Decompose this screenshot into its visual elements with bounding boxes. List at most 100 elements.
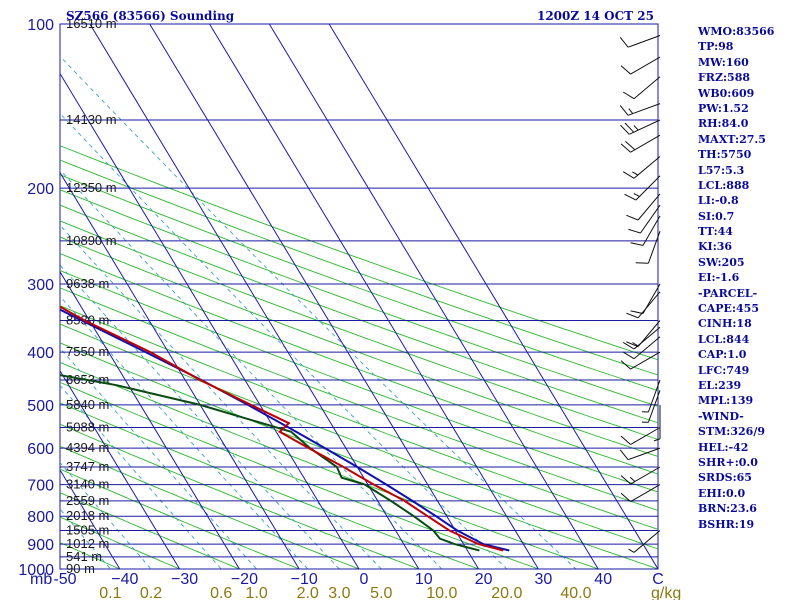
height-label: 2559 m [66,493,109,508]
sounding-index: PW:1.52 [698,101,749,115]
isotherm-line [60,72,360,569]
sounding-indices: WMO:83566 TP:98 MW:160 FRZ:588 WB0:609 PW:1.5… [698,24,798,532]
temperature-tick-label: −20 [231,571,258,588]
dry-adiabat-line [60,305,658,530]
isotherm-line [149,24,480,569]
sounding-index: CAP:1.0 [698,348,747,362]
height-label: 90 m [66,561,95,576]
mixing-ratio-unit-label: g/kg [651,585,681,600]
wind-barb [622,76,661,100]
mixing-ratio-line [60,295,309,569]
isotherm-line [60,270,240,569]
dry-adiabat-line [60,220,658,440]
height-label: 10890 m [66,233,117,248]
wind-barb [628,204,661,234]
wind-barb [620,119,661,135]
sounding-index: TT:44 [698,225,733,239]
pressure-unit-label: mb [30,571,52,588]
mixing-ratio-line [60,169,443,569]
temperature-tick-label: −30 [171,571,198,588]
height-label: 2018 m [66,508,109,523]
pressure-label: 500 [27,398,54,415]
wind-barb [619,103,661,116]
dry-adiabat-line [60,445,361,569]
station-title: SZ566 (83566) Sounding [66,9,235,23]
sounding-index: MW:160 [698,55,749,69]
height-label: 541 m [66,549,102,564]
pressure-label: 800 [27,509,54,526]
height-label: 5088 m [66,420,109,435]
temperature-tick-label: 10 [415,571,433,588]
sounding-index: MAXT:27.5 [698,132,766,146]
pressure-label: 300 [27,277,54,294]
sounding-index: HEL:-42 [698,440,749,454]
mixing-ratio-line [60,224,382,569]
mixing-ratio-line [60,461,152,569]
wind-barb [620,351,661,370]
sounding-index: WMO:83566 [698,25,775,38]
dry-adiabat-line [60,236,658,457]
dry-adiabat-line [60,516,181,569]
wind-barb [620,56,661,75]
pressure-label: 200 [27,181,54,198]
sounding-index: SRDS:65 [698,471,752,485]
mixing-ratio-line [60,55,577,569]
wind-barb [641,379,661,413]
mixing-ratio-tick-label: 0.1 [99,585,121,600]
pressure-label: 1000 [18,562,54,579]
wind-barb [620,466,661,485]
sounding-index: FRZ:588 [698,71,751,85]
height-label: 3140 m [66,477,109,492]
dry-adiabat-line [60,492,241,569]
temperature-trace [60,305,504,552]
wind-barb [626,320,661,348]
mixing-ratio-line [60,384,222,569]
wind-barb [641,390,661,423]
wind-barb [626,193,661,221]
sounding-index: SHR+:0.0 [698,455,758,469]
temperature-tick-label: 30 [535,571,553,588]
mixing-ratio-tick-label: 5.0 [370,585,392,600]
sounding-index: STM:326/9 [698,425,765,439]
dry-adiabat-line [60,159,658,376]
pressure-label: 900 [27,537,54,554]
dry-adiabat-line [60,381,540,569]
sounding-index: -WIND- [698,409,744,423]
sounding-index: LI:-0.8 [698,194,739,208]
pressure-label: 700 [27,478,54,495]
dry-adiabat-line [60,423,421,569]
mixing-ratio-line [60,112,508,569]
height-label: 9638 m [66,276,109,291]
mixing-ratio-tick-label: 2.0 [297,585,319,600]
wind-barb [622,156,661,179]
wind-barb [624,175,661,201]
temperature-tick-labels: -50 −40 −30 −20 −10 0 10 20 30 40 C [53,571,663,588]
wind-barb [622,326,661,350]
wind-barb [620,427,661,445]
sounding-index: TH:5750 [698,148,752,162]
mixing-ratio-tick-label: 0.2 [140,585,162,600]
sounding-index: CINH:18 [698,317,752,331]
wind-barb [622,336,661,360]
height-label: 3747 m [66,459,109,474]
wind-barb [630,215,661,246]
height-label: 7550 m [66,344,109,359]
temperature-tick-label: -50 [53,571,76,588]
wind-barb [620,484,661,503]
wind-barb [628,530,661,553]
dry-adiabat-line [60,323,658,550]
dry-adiabat-line [60,402,480,569]
sounding-index: CAPE:455 [698,302,759,316]
temperature-tick-label: 20 [475,571,493,588]
isotherm-line [60,171,300,569]
height-label: 16510 m [66,16,117,31]
mixing-ratio-tick-label: 10.0 [426,585,457,600]
wind-barb [626,291,661,319]
dewpoint-trace [60,374,480,552]
height-label: 1505 m [66,523,109,538]
pressure-label: 100 [27,17,54,34]
wind-barb [620,134,661,153]
mixing-ratio-line [60,347,258,569]
sounding-index: LFC:749 [698,363,750,377]
sounding-index: EL:239 [698,378,742,392]
